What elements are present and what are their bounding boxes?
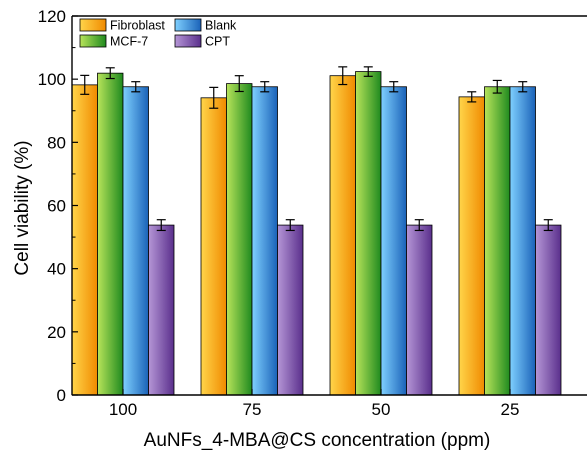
legend: Fibroblast Blank MCF-7 CPT <box>79 18 237 49</box>
error-bar <box>260 81 270 93</box>
bar-fibroblast-75 <box>200 97 227 396</box>
x-tick-label: 25 <box>501 400 520 419</box>
bar-mcf-7-50 <box>355 71 382 396</box>
error-bar <box>338 66 348 86</box>
legend-label: Blank <box>205 19 237 33</box>
error-bar <box>518 81 528 93</box>
legend-item-blank: Blank <box>174 18 237 33</box>
y-tick-label: 60 <box>47 197 66 216</box>
error-bar <box>209 86 219 109</box>
bar-cpt-75 <box>277 224 304 396</box>
error-bar <box>543 219 553 232</box>
y-tick-label: 20 <box>47 323 66 342</box>
x-tick-label: 100 <box>109 400 137 419</box>
legend-item-fibroblast: Fibroblast <box>79 18 165 33</box>
legend-swatch <box>79 18 107 32</box>
error-bar <box>131 81 141 93</box>
bar-blank-100 <box>122 86 149 396</box>
bar-blank-50 <box>380 86 407 396</box>
legend-label: Fibroblast <box>110 19 165 33</box>
legend-swatch <box>174 18 202 32</box>
legend-label: CPT <box>205 35 230 49</box>
y-axis-title: Cell viability (%) <box>12 140 33 275</box>
error-bar <box>80 74 90 95</box>
x-axis-title: AuNFs_4-MBA@CS concentration (ppm) <box>144 430 491 451</box>
bar-cpt-100 <box>148 224 175 396</box>
bar-mcf-7-75 <box>226 83 253 396</box>
y-tick-label: 80 <box>47 133 66 152</box>
bar-mcf-7-25 <box>484 86 511 396</box>
bar-cpt-25 <box>535 224 562 396</box>
y-tick-label: 40 <box>47 260 66 279</box>
x-tick-label: 50 <box>372 400 391 419</box>
error-bar <box>285 219 295 232</box>
error-bar <box>363 66 373 77</box>
x-tick-label: 75 <box>243 400 262 419</box>
legend-item-cpt: CPT <box>174 34 230 49</box>
bar-fibroblast-100 <box>71 84 98 396</box>
bar-cpt-50 <box>406 224 433 396</box>
axes-layer: 0 20 40 60 80 100 120 100 75 50 25 <box>38 7 587 419</box>
error-bar <box>234 75 244 93</box>
y-tick-label: 0 <box>57 386 66 405</box>
bar-blank-25 <box>509 86 536 396</box>
error-bar <box>389 81 399 93</box>
bar-fibroblast-25 <box>458 96 485 396</box>
error-bar <box>105 67 115 80</box>
error-bar <box>414 219 424 232</box>
bar-blank-75 <box>251 86 278 396</box>
y-tick-label: 120 <box>38 7 66 26</box>
legend-item-mcf-7: MCF-7 <box>79 34 148 49</box>
error-bar <box>492 79 502 94</box>
legend-swatch <box>79 34 107 48</box>
y-tick-label: 100 <box>38 70 66 89</box>
legend-label: MCF-7 <box>110 35 148 49</box>
bar-mcf-7-100 <box>97 72 124 396</box>
legend-swatch <box>174 34 202 48</box>
error-bar <box>156 219 166 232</box>
error-bar <box>467 91 477 103</box>
bars-layer <box>71 66 562 396</box>
bar-fibroblast-50 <box>329 75 356 396</box>
